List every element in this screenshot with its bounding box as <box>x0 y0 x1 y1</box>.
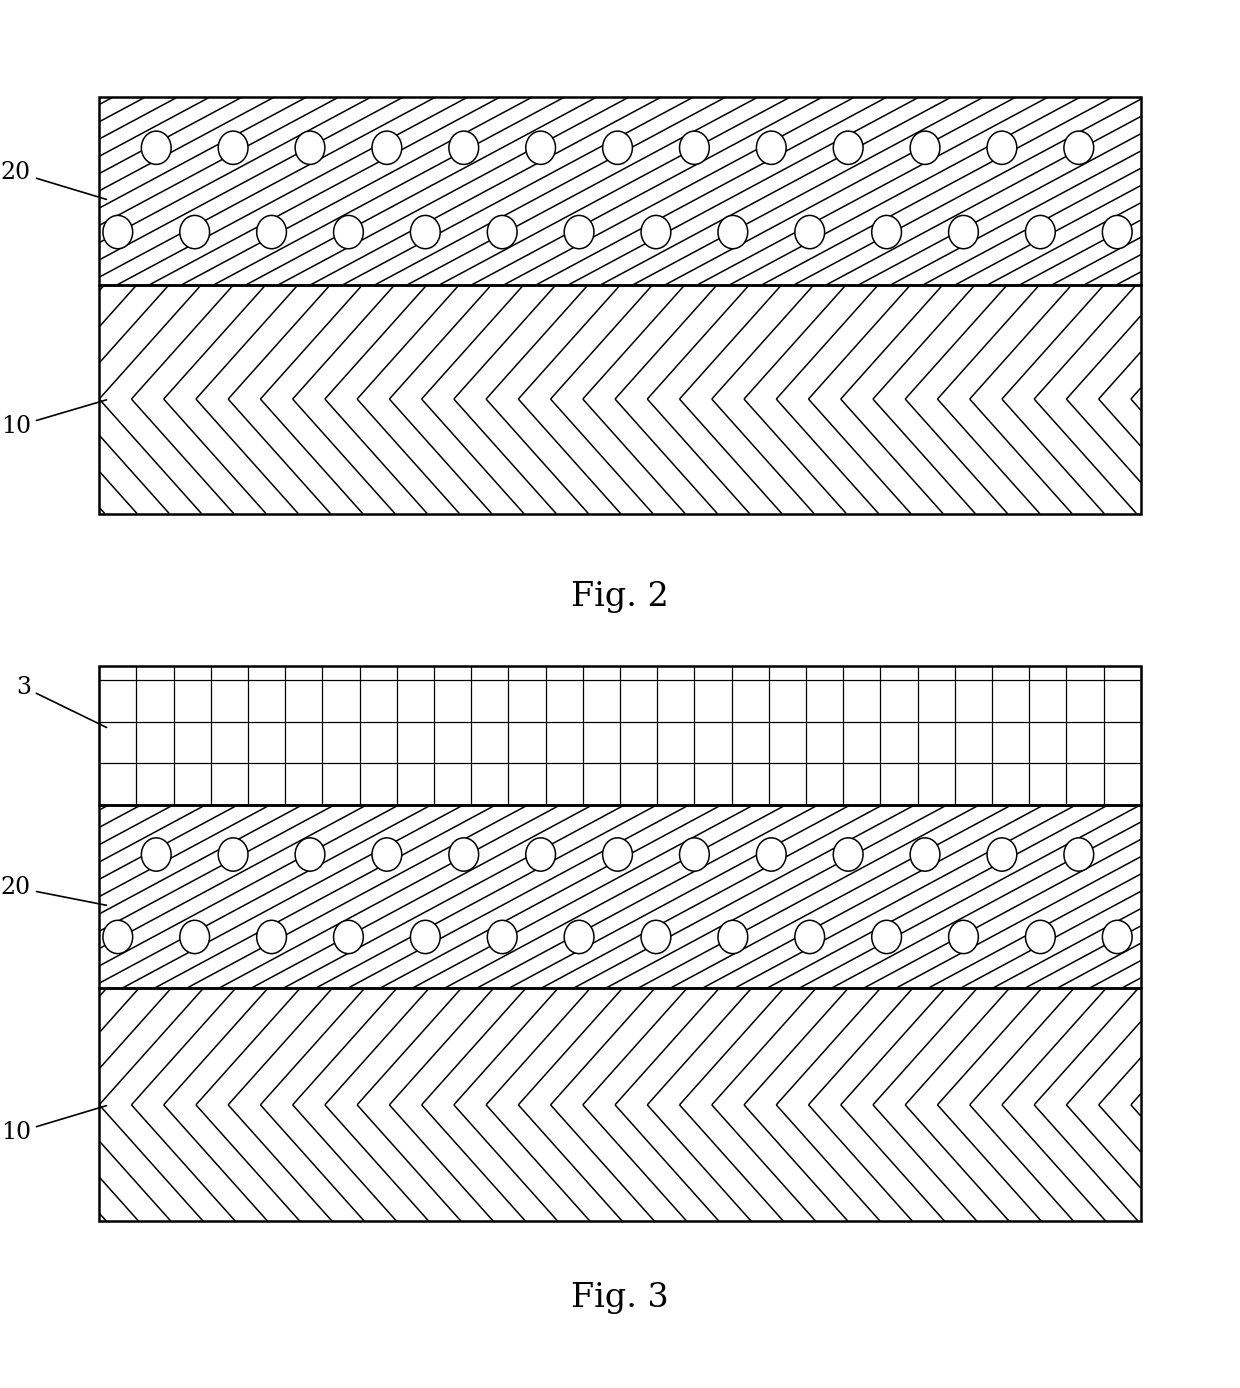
Circle shape <box>295 130 325 164</box>
Bar <box>99 285 1141 514</box>
Circle shape <box>526 130 556 164</box>
Bar <box>99 285 1141 514</box>
Circle shape <box>949 920 978 954</box>
Circle shape <box>257 215 286 248</box>
Text: 20: 20 <box>1 161 107 200</box>
Text: 10: 10 <box>1 1106 107 1144</box>
Circle shape <box>526 838 556 872</box>
Bar <box>99 97 1141 285</box>
Circle shape <box>257 920 286 954</box>
Text: Fig. 3: Fig. 3 <box>572 1281 668 1314</box>
Circle shape <box>833 130 863 164</box>
Circle shape <box>795 920 825 954</box>
Circle shape <box>180 920 210 954</box>
Circle shape <box>680 130 709 164</box>
Bar <box>99 666 1141 805</box>
Bar <box>99 988 1141 1221</box>
Circle shape <box>1102 920 1132 954</box>
Circle shape <box>987 130 1017 164</box>
Text: 10: 10 <box>1 400 107 439</box>
Bar <box>99 988 1141 1221</box>
Circle shape <box>756 838 786 872</box>
Bar <box>99 666 1141 805</box>
Circle shape <box>756 130 786 164</box>
Circle shape <box>680 838 709 872</box>
Circle shape <box>103 920 133 954</box>
Circle shape <box>872 920 901 954</box>
Circle shape <box>410 920 440 954</box>
Circle shape <box>449 130 479 164</box>
Circle shape <box>795 215 825 248</box>
Circle shape <box>641 215 671 248</box>
Circle shape <box>295 838 325 872</box>
Circle shape <box>334 215 363 248</box>
Circle shape <box>449 838 479 872</box>
Circle shape <box>180 215 210 248</box>
Circle shape <box>372 838 402 872</box>
Circle shape <box>141 130 171 164</box>
Circle shape <box>1064 130 1094 164</box>
Bar <box>99 805 1141 988</box>
Circle shape <box>564 215 594 248</box>
Circle shape <box>1102 215 1132 248</box>
Circle shape <box>487 215 517 248</box>
Circle shape <box>564 920 594 954</box>
Circle shape <box>1025 920 1055 954</box>
Circle shape <box>641 920 671 954</box>
Circle shape <box>603 838 632 872</box>
Text: 20: 20 <box>1 876 107 905</box>
Circle shape <box>487 920 517 954</box>
Circle shape <box>603 130 632 164</box>
Text: 3: 3 <box>16 676 107 727</box>
Circle shape <box>949 215 978 248</box>
Circle shape <box>103 215 133 248</box>
Circle shape <box>910 838 940 872</box>
Circle shape <box>218 130 248 164</box>
Circle shape <box>910 130 940 164</box>
Circle shape <box>987 838 1017 872</box>
Circle shape <box>372 130 402 164</box>
Circle shape <box>410 215 440 248</box>
Circle shape <box>872 215 901 248</box>
Circle shape <box>218 838 248 872</box>
Bar <box>99 805 1141 988</box>
Circle shape <box>141 838 171 872</box>
Circle shape <box>718 215 748 248</box>
Circle shape <box>334 920 363 954</box>
Bar <box>99 97 1141 285</box>
Circle shape <box>1025 215 1055 248</box>
Circle shape <box>833 838 863 872</box>
Text: Fig. 2: Fig. 2 <box>572 580 668 613</box>
Circle shape <box>718 920 748 954</box>
Circle shape <box>1064 838 1094 872</box>
